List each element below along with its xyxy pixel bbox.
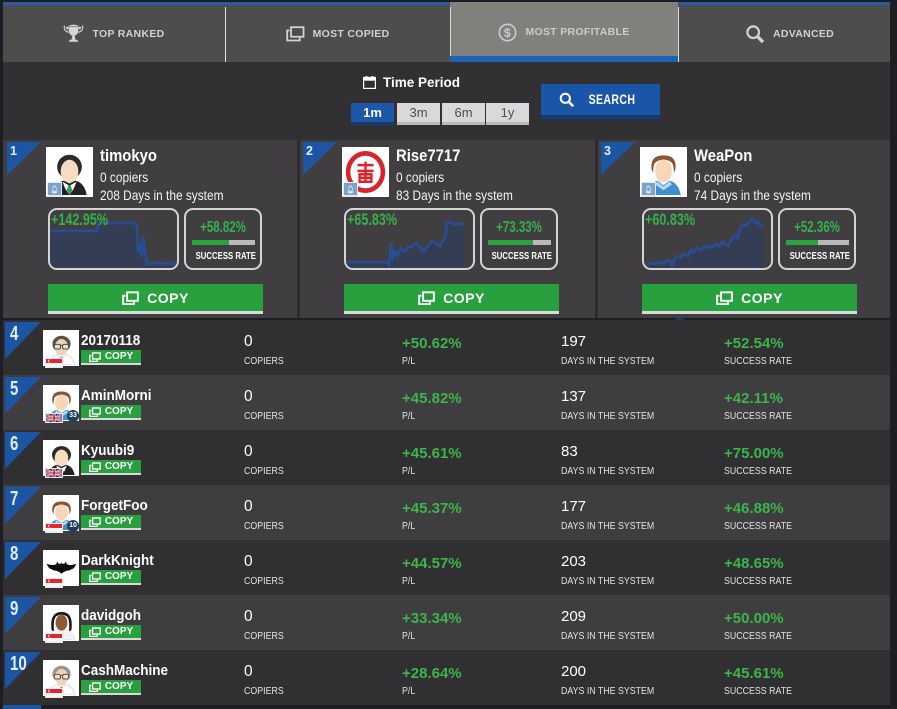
svg-text:$: $ — [504, 25, 511, 39]
